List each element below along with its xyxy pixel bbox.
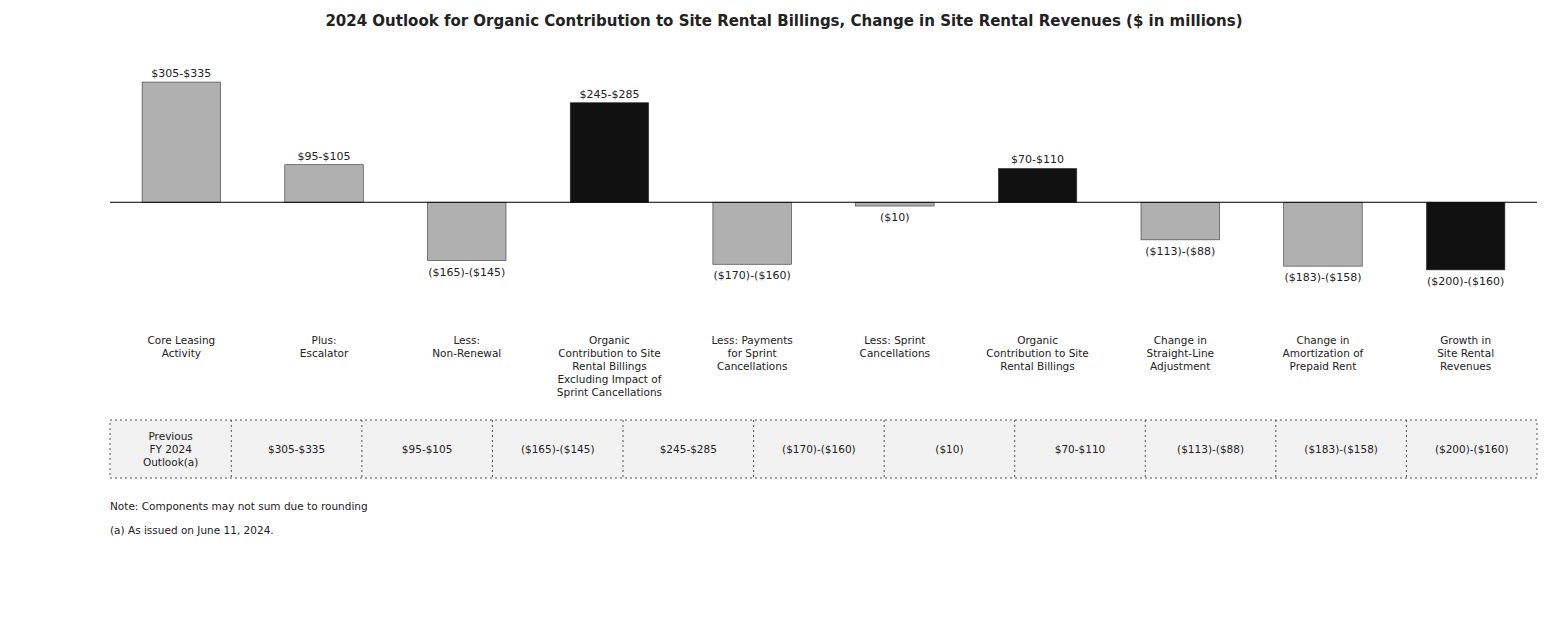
table-separator <box>1275 420 1276 478</box>
data-label: ($165)-($145) <box>428 266 505 279</box>
data-label: $95-$105 <box>298 150 351 163</box>
bar <box>428 202 506 260</box>
table-cell: ($113)-($88) <box>1177 443 1244 455</box>
bar <box>142 82 220 202</box>
table-separator <box>1014 420 1015 478</box>
table-separator <box>231 420 232 478</box>
category-label: Less: SprintCancellations <box>860 334 931 359</box>
bar <box>713 202 791 264</box>
table-separator <box>1406 420 1407 478</box>
data-label: $70-$110 <box>1011 153 1064 166</box>
note: Note: Components may not sum due to roun… <box>110 500 368 512</box>
title: 2024 Outlook for Organic Contribution to… <box>325 12 1242 30</box>
data-label: $245-$285 <box>579 88 639 101</box>
category-label: Plus:Escalator <box>300 334 349 359</box>
table-cell: $245-$285 <box>660 443 717 455</box>
table-cell: $305-$335 <box>268 443 325 455</box>
table-row-label: PreviousFY 2024Outlook(a) <box>143 430 199 468</box>
table-separator <box>884 420 885 478</box>
data-label: ($170)-($160) <box>714 269 791 282</box>
chart: 2024 Outlook for Organic Contribution to… <box>0 0 1568 621</box>
category-label: Change inAmortization ofPrepaid Rent <box>1283 334 1364 372</box>
table-separator <box>361 420 362 478</box>
table: PreviousFY 2024Outlook(a) $305-$335 $95-$1… <box>110 420 1537 478</box>
table-cell: ($183)-($158) <box>1304 443 1378 455</box>
table-cell: $70-$110 <box>1055 443 1106 455</box>
table-cell: ($10) <box>935 443 963 455</box>
table-cell: $95-$105 <box>402 443 453 455</box>
category-label: OrganicContribution to SiteRental Billin… <box>986 334 1089 372</box>
zero-line <box>110 202 1537 203</box>
category-label: Less: Paymentsfor SprintCancellations <box>711 334 792 372</box>
table-cell: ($165)-($145) <box>521 443 595 455</box>
table-separator <box>492 420 493 478</box>
bar <box>1284 202 1362 266</box>
data-label: ($10) <box>880 211 910 224</box>
data-label: ($183)-($158) <box>1284 271 1361 284</box>
table-separator <box>623 420 624 478</box>
bar <box>856 202 934 206</box>
data-label: $305-$335 <box>151 67 211 80</box>
data-label: ($200)-($160) <box>1427 275 1504 288</box>
bars <box>142 82 1505 270</box>
bar <box>1426 202 1504 270</box>
bar <box>285 165 363 203</box>
table-separator <box>753 420 754 478</box>
table-separator <box>1145 420 1146 478</box>
bar <box>998 168 1076 202</box>
data-label: ($113)-($88) <box>1145 245 1215 258</box>
category-label: Change inStraight-LineAdjustment <box>1146 334 1214 372</box>
bar <box>1141 202 1219 240</box>
bar <box>570 103 648 203</box>
note: (a) As issued on June 11, 2024. <box>110 524 274 536</box>
category-label: OrganicContribution to SiteRental Billin… <box>557 334 662 398</box>
category-label: Core LeasingActivity <box>147 334 215 359</box>
table-cell: ($200)-($160) <box>1435 443 1509 455</box>
table-cell: ($170)-($160) <box>782 443 856 455</box>
category-label: Less:Non-Renewal <box>432 334 501 359</box>
table-border <box>110 420 1537 478</box>
category-label: Growth inSite RentalRevenues <box>1437 334 1494 372</box>
